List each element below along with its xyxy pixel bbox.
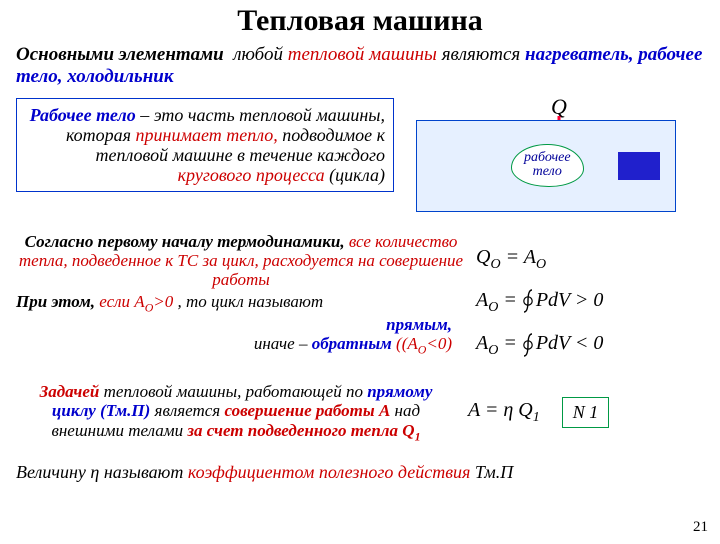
task-row: Задачей тепловой машины, работающей по п… <box>16 382 704 444</box>
defbox-label: Рабочее тело <box>30 105 136 125</box>
mid-p4b: обратным <box>312 334 392 353</box>
b1b: тепловой машины <box>104 382 237 401</box>
eq1: QO = AO <box>476 236 603 279</box>
page-number: 21 <box>693 519 708 536</box>
mid-p2: При этом, если AO>0 , то цикл называют <box>16 292 466 315</box>
mid-p4: иначе – обратным ((AO<0) <box>16 334 452 357</box>
middle-text: Согласно первому началу термодинамики, в… <box>16 232 466 366</box>
n1-box: N 1 <box>562 397 610 428</box>
mid-p3r: прямым, <box>386 315 452 334</box>
mid-p2d: то цикл называют <box>186 292 323 311</box>
mid-p4a: иначе – <box>254 334 312 353</box>
last-line: Величину η называют коэффициентом полезн… <box>16 462 704 483</box>
intro-lead: Основными элементами <box>16 44 224 65</box>
working-body-cloud: рабочее тело <box>511 144 584 187</box>
mid-p4c: ((AO<0) <box>396 334 452 353</box>
intro-mid2: являются <box>442 44 521 65</box>
efficiency-eq: A = η Q1 <box>468 399 540 426</box>
eq3: AO = PdV < 0 <box>476 322 603 365</box>
intro-red: тепловой машины <box>288 44 437 65</box>
b2b: является <box>155 401 221 420</box>
cloud-l2: тело <box>533 164 562 179</box>
last-t1: Величину η называют <box>16 462 188 482</box>
b2c: совершение работы A <box>224 401 390 420</box>
mid-p1: Согласно первому началу термодинамики, в… <box>16 232 466 290</box>
page-title: Тепловая машина <box>0 4 720 38</box>
blue-rect <box>618 152 660 180</box>
intro-mid: любой <box>233 44 283 65</box>
diagram: Q рабочее тело <box>406 98 686 216</box>
definition-row: Рабочее тело – это часть тепловой машины… <box>16 98 704 216</box>
b1c: , работающей по <box>237 382 363 401</box>
mid-p2b: если AO>0 <box>99 292 173 311</box>
defbox-red1: принимает тепло, <box>136 125 278 145</box>
middle-block: Согласно первому началу термодинамики, в… <box>16 232 704 366</box>
last-t2: коэффициентом полезного действия <box>188 462 471 482</box>
cloud-l1: рабочее <box>524 150 571 165</box>
task-text: Задачей тепловой машины, работающей по п… <box>16 382 456 444</box>
last-t3: Тм.П <box>470 462 513 482</box>
intro-text: Основными элементами любой тепловой маши… <box>16 44 704 88</box>
defbox-red2: кругового процесса <box>178 165 325 185</box>
equations: QO = AO AO = PdV > 0 AO = PdV < 0 <box>476 232 603 366</box>
mid-p2a: При этом, <box>16 292 95 311</box>
mid-p1a: Согласно первому началу термодинамики, <box>25 232 345 251</box>
eq2: AO = PdV > 0 <box>476 279 603 322</box>
mid-p3: прямым, <box>16 315 452 334</box>
definition-box: Рабочее тело – это часть тепловой машины… <box>16 98 394 193</box>
b1a: Задачей <box>40 382 100 401</box>
b2f: за счет подведенного тепла Q1 <box>187 421 420 440</box>
defbox-tail: (цикла) <box>325 165 385 185</box>
